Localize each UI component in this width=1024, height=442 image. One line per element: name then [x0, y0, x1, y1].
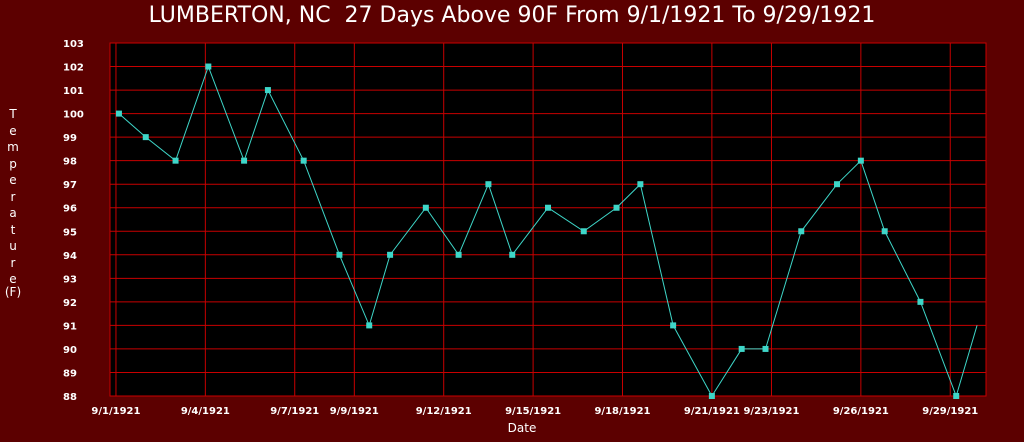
y-tick-label: 91	[63, 321, 77, 332]
data-point	[172, 157, 179, 164]
y-axis-unit: (F)	[4, 285, 22, 299]
x-tick-label: 9/12/1921	[416, 406, 472, 417]
data-point	[917, 298, 924, 305]
y-tick-label: 97	[63, 180, 77, 191]
data-point	[115, 110, 122, 117]
x-tick-label: 9/26/1921	[833, 406, 889, 417]
plot-area	[110, 43, 986, 396]
data-point	[422, 204, 429, 211]
x-tick-label: 9/23/1921	[743, 406, 799, 417]
y-tick-label: 100	[63, 110, 84, 121]
data-point	[580, 228, 587, 235]
y-tick-label: 94	[63, 251, 77, 262]
y-tick-label: 103	[63, 39, 84, 50]
data-point	[387, 251, 394, 258]
y-tick-label: 101	[63, 86, 84, 97]
y-tick-label: 93	[63, 274, 77, 285]
x-tick-label: 9/9/1921	[330, 406, 379, 417]
x-tick-label: 9/29/1921	[922, 406, 978, 417]
y-tick-label: 88	[63, 392, 77, 403]
y-tick-label: 90	[63, 345, 77, 356]
data-point	[857, 157, 864, 164]
x-tick-label: 9/18/1921	[594, 406, 650, 417]
plot-border	[109, 42, 987, 397]
x-tick-label: 9/7/1921	[270, 406, 319, 417]
chart-title: LUMBERTON, NC 27 Days Above 90F From 9/1…	[148, 3, 876, 28]
data-point	[637, 181, 644, 188]
y-tick-label: 102	[63, 63, 84, 74]
data-point	[300, 157, 307, 164]
y-tick-label: 89	[63, 368, 77, 379]
y-tick-label: 92	[63, 298, 77, 309]
x-tick-label: 9/4/1921	[181, 406, 230, 417]
x-axis-label: Date	[507, 421, 537, 435]
data-point	[881, 228, 888, 235]
data-point	[545, 204, 551, 211]
data-point	[485, 181, 492, 188]
data-point	[834, 181, 841, 188]
data-point	[366, 322, 373, 329]
x-tick-label: 9/21/1921	[684, 406, 740, 417]
y-tick-label: 99	[63, 133, 77, 144]
data-point	[613, 204, 620, 211]
data-point	[762, 345, 769, 352]
y-axis-label: T e m p e r a t u r e	[7, 107, 19, 286]
data-point	[509, 251, 516, 258]
y-tick-label: 96	[63, 204, 77, 215]
data-point	[455, 251, 462, 258]
data-point	[953, 393, 960, 399]
data-point	[205, 63, 212, 70]
y-tick-label: 98	[63, 157, 77, 168]
x-tick-label: 9/1/1921	[91, 406, 140, 417]
data-point	[738, 345, 745, 352]
data-point	[708, 393, 715, 399]
data-point	[241, 157, 248, 164]
data-point	[670, 322, 677, 329]
data-point	[264, 87, 271, 94]
x-tick-label: 9/15/1921	[505, 406, 561, 417]
data-point	[336, 251, 343, 258]
data-point	[142, 134, 149, 141]
data-point	[798, 228, 805, 235]
y-tick-label: 95	[63, 227, 77, 238]
